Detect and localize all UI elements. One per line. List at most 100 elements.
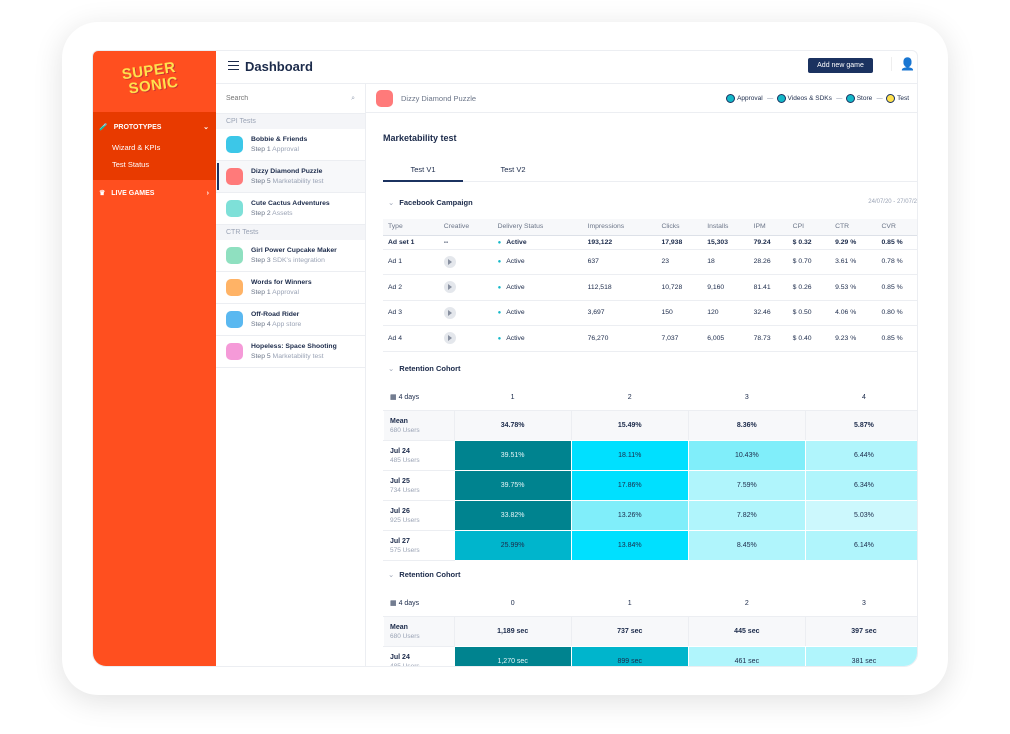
- cell: 0.85 %: [876, 235, 917, 250]
- cell: 150: [656, 300, 703, 326]
- game-icon: [226, 343, 243, 360]
- search-icon[interactable]: ⌕: [351, 94, 355, 102]
- list-item[interactable]: Off-Road Rider Step 4 App store: [216, 304, 365, 336]
- cell: $ 0.32: [787, 235, 831, 250]
- range-selector[interactable]: ▦ 4 days: [383, 589, 455, 617]
- play-icon[interactable]: [443, 281, 456, 294]
- column-header: CPI: [787, 219, 831, 236]
- facebook-campaign-toggle[interactable]: ⌄ Facebook Campaign: [388, 198, 473, 207]
- chevron-right-icon: ›: [206, 189, 209, 197]
- list-item[interactable]: Bobbie & Friends Step 1 Approval: [216, 129, 365, 161]
- item-text: Dizzy Diamond Puzzle Step 5 Marketability…: [251, 168, 324, 185]
- cell: Active: [492, 274, 583, 301]
- cohort-date: Jul 25: [390, 477, 410, 485]
- tabs: Test V1 Test V2: [383, 157, 917, 182]
- play-icon[interactable]: [443, 255, 456, 268]
- cell: [438, 249, 493, 275]
- user-icon[interactable]: 👤: [891, 57, 915, 71]
- cohort-cell: 397 sec: [804, 616, 917, 647]
- search-input[interactable]: [226, 95, 352, 102]
- step-label: Videos & SDKs: [787, 94, 832, 102]
- section-title: Marketability test: [383, 133, 457, 143]
- status-active: Active: [498, 335, 525, 342]
- cohort-cell: 445 sec: [687, 616, 806, 647]
- cell: 15,303: [702, 235, 749, 250]
- cell: 6,005: [702, 325, 749, 352]
- item-text: Cute Cactus Adventures Step 2 Assets: [251, 200, 330, 217]
- item-name: Dizzy Diamond Puzzle: [251, 168, 323, 175]
- cohort-cell: 25.99%: [453, 530, 572, 561]
- cell: 9.23 %: [830, 325, 877, 352]
- supersonic-logo: SUPER SONIC: [120, 58, 180, 99]
- row-label: Jul 26 925 Users: [383, 500, 455, 531]
- cohort-users: 485 Users: [390, 662, 420, 667]
- item-step: Step 2 Assets: [251, 210, 330, 217]
- cell: 0.80 %: [876, 300, 917, 326]
- cohort-cell: 6.34%: [804, 470, 917, 501]
- sidebar-item-test-status[interactable]: Test Status: [112, 160, 150, 169]
- menu-icon[interactable]: [228, 61, 239, 70]
- group-label: CTR Tests: [216, 225, 365, 240]
- column-header: Creative: [438, 219, 493, 236]
- tab-test-v2[interactable]: Test V2: [500, 165, 526, 174]
- retention-cohort-toggle[interactable]: ⌄ Retention Cohort: [388, 364, 461, 373]
- cohort-row: Jul 25 734 Users 39.75% 17.86% 7.59% 6.34%: [383, 470, 917, 501]
- range-selector[interactable]: ▦ 4 days: [383, 383, 455, 411]
- cohort-cell: 8.36%: [687, 410, 806, 441]
- cell: 79.24: [748, 235, 788, 250]
- item-name: Words for Winners: [251, 279, 312, 286]
- sidebar-item-live-games[interactable]: ♛ LIVE GAMES ›: [99, 189, 209, 198]
- item-text: Off-Road Rider Step 4 App store: [251, 311, 301, 328]
- list-item[interactable]: Cute Cactus Adventures Step 2 Assets: [216, 193, 365, 225]
- list-item[interactable]: Hopeless: Space Shooting Step 5 Marketabi…: [216, 336, 365, 368]
- day-header: 1: [453, 383, 572, 411]
- step-number: Step 1: [251, 146, 271, 153]
- cohort-users: 680 Users: [390, 632, 420, 640]
- main-content: Dizzy Diamond Puzzle Approval ----- Videos…: [366, 84, 917, 666]
- cell: 81.41: [748, 274, 788, 301]
- tab-test-v1[interactable]: Test V1: [383, 165, 463, 182]
- cohort-cell: 7.82%: [687, 500, 806, 531]
- retention-table-2: ▦ 4 days 0 1 2 3 Mean 680 Users 1,189 sec 737 se…: [383, 589, 917, 667]
- item-name: Off-Road Rider: [251, 311, 300, 318]
- day-header: 4: [804, 383, 917, 411]
- day-header: 3: [687, 383, 806, 411]
- column-header: Impressions: [582, 219, 657, 236]
- cohort-cell: 18.11%: [570, 440, 689, 471]
- cell: $ 0.40: [787, 325, 831, 352]
- cell: [438, 274, 493, 301]
- table-header: Type Creative Delivery Status Impressions Cl…: [383, 219, 917, 236]
- chevron-down-icon: ⌄: [388, 364, 395, 373]
- search-bar: ⌕: [216, 84, 365, 114]
- row-label: Jul 25 734 Users: [383, 470, 455, 501]
- item-step: Step 1 Approval: [251, 289, 312, 296]
- cohort-row: Mean 680 Users 34.78% 15.49% 8.36% 5.87%: [383, 410, 917, 441]
- cohort-cell: 39.75%: [453, 470, 572, 501]
- step-label: Store: [856, 94, 873, 102]
- cell: 10,728: [656, 274, 703, 301]
- list-item[interactable]: Girl Power Cupcake Maker Step 3 SDK's int…: [216, 240, 365, 272]
- add-new-game-button[interactable]: Add new game: [808, 58, 873, 73]
- cell: 3.61 %: [830, 249, 877, 275]
- cohort-users: 575 Users: [390, 546, 420, 554]
- cell: [438, 325, 493, 352]
- table-row[interactable]: Ad set 1-- Active 193,12217,93815,30379.24…: [383, 235, 917, 250]
- list-item[interactable]: Words for Winners Step 1 Approval: [216, 272, 365, 304]
- list-item[interactable]: Dizzy Diamond Puzzle Step 5 Marketability…: [216, 161, 365, 193]
- sidebar-item-wizard[interactable]: Wizard & KPIs: [112, 143, 161, 152]
- retention-cohort-toggle-2[interactable]: ⌄ Retention Cohort: [388, 570, 461, 579]
- step-stage: Marketability test: [272, 178, 324, 185]
- cell: 17,938: [656, 235, 703, 250]
- sidebar-item-prototypes[interactable]: 🧪 PROTOTYPES ⌄: [99, 123, 209, 132]
- app-screen: SUPER SONIC 🧪 PROTOTYPES ⌄ Wizard & KPIs T…: [92, 50, 918, 667]
- play-icon[interactable]: [443, 306, 456, 319]
- cohort-cell: 461 sec: [687, 646, 806, 666]
- play-icon[interactable]: [443, 332, 456, 345]
- step-label: Test: [897, 94, 909, 102]
- cohort-cell: 7.59%: [687, 470, 806, 501]
- game-icon: [376, 89, 393, 107]
